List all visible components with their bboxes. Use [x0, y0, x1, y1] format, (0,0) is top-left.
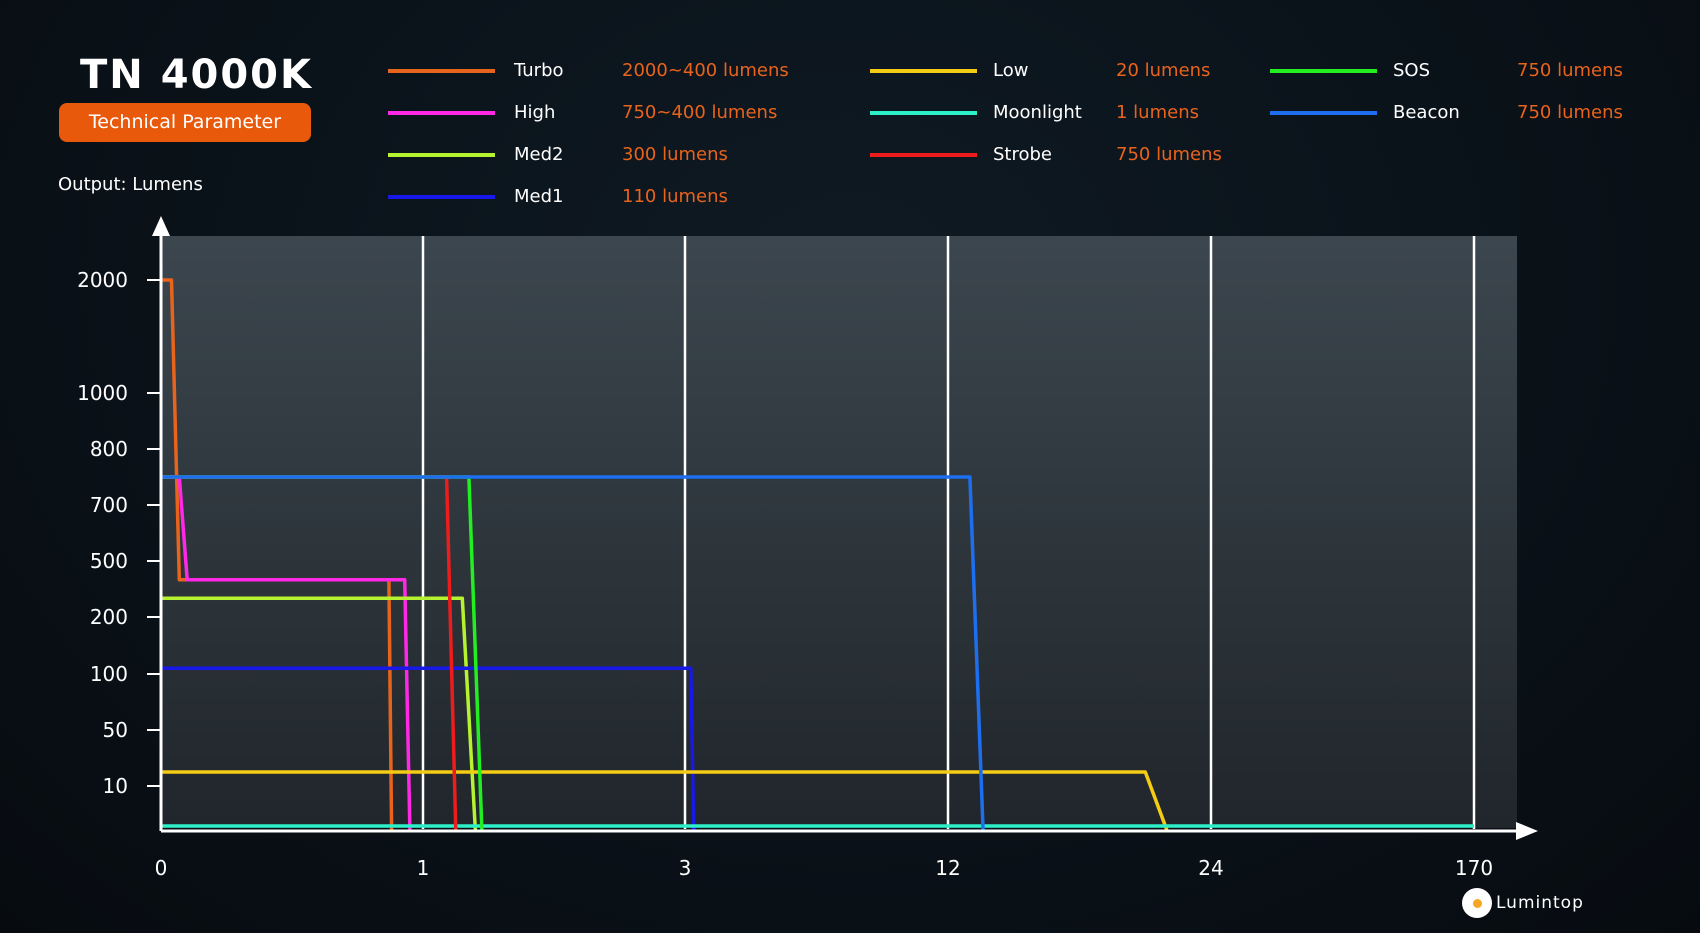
- y-axis-arrow: [152, 216, 170, 236]
- legend-value-med2: 300 lumens: [622, 144, 728, 165]
- grid-lines: [421, 236, 1476, 829]
- y-tick-label: 500: [90, 549, 128, 573]
- legend-label-sos: SOS: [1393, 60, 1430, 81]
- legend-value-sos: 750 lumens: [1517, 60, 1623, 81]
- brand-logo-icon: [1462, 888, 1492, 918]
- legend-label-strobe: Strobe: [993, 144, 1052, 165]
- x-tick-label: 12: [935, 856, 960, 880]
- series-line-turbo: [161, 278, 394, 832]
- legend-label-med2: Med2: [514, 144, 563, 165]
- y-tick-label: 1000: [77, 381, 128, 405]
- legend-label-beacon: Beacon: [1393, 102, 1460, 123]
- y-tick-label: 200: [90, 605, 128, 629]
- legend-value-high: 750~400 lumens: [622, 102, 777, 123]
- y-tick-label: 800: [90, 437, 128, 461]
- x-tick-label: 1: [417, 856, 430, 880]
- technical-parameter-badge: Technical Parameter: [59, 103, 311, 142]
- series-line-med2: [161, 596, 478, 832]
- y-tick-labels: 10 50 100 200 500 700 800 1000 2000: [77, 268, 161, 798]
- y-axis-label: Output: Lumens: [58, 174, 203, 195]
- x-tick-labels: 0 1 3 12 24 170: [155, 856, 1493, 880]
- legend-value-strobe: 750 lumens: [1116, 144, 1222, 165]
- y-tick-label: 50: [103, 718, 128, 742]
- brand-footer: Lumintop: [1462, 888, 1584, 918]
- x-tick-label: 170: [1455, 856, 1493, 880]
- series-line-beacon: [161, 475, 985, 832]
- y-tick-label: 10: [103, 774, 128, 798]
- legend-label-low: Low: [993, 60, 1028, 81]
- legend-value-low: 20 lumens: [1116, 60, 1210, 81]
- series-line-med1: [161, 666, 696, 832]
- legend-value-beacon: 750 lumens: [1517, 102, 1623, 123]
- legend-label-med1: Med1: [514, 186, 563, 207]
- brand-logo-text: Lumintop: [1496, 893, 1584, 913]
- legend-label-moonlight: Moonlight: [993, 102, 1082, 123]
- legend: Turbo 2000~400 lumens High 750~400 lumens Me…: [388, 60, 1623, 207]
- series-line-low: [161, 770, 1169, 832]
- legend-label-turbo: Turbo: [513, 60, 564, 81]
- legend-value-turbo: 2000~400 lumens: [622, 60, 789, 81]
- x-tick-label: 24: [1198, 856, 1223, 880]
- y-tick-label: 100: [90, 662, 128, 686]
- legend-value-moonlight: 1 lumens: [1116, 102, 1199, 123]
- axes: [152, 216, 1538, 840]
- plot-area: [161, 236, 1517, 828]
- y-tick-label: 700: [90, 493, 128, 517]
- chart-title: TN 4000K: [80, 52, 314, 98]
- legend-label-high: High: [514, 102, 555, 123]
- x-axis-arrow: [1516, 822, 1538, 840]
- x-tick-label: 0: [155, 856, 168, 880]
- x-tick-label: 3: [679, 856, 692, 880]
- series-group: [161, 278, 1474, 832]
- y-tick-label: 2000: [77, 268, 128, 292]
- legend-value-med1: 110 lumens: [622, 186, 728, 207]
